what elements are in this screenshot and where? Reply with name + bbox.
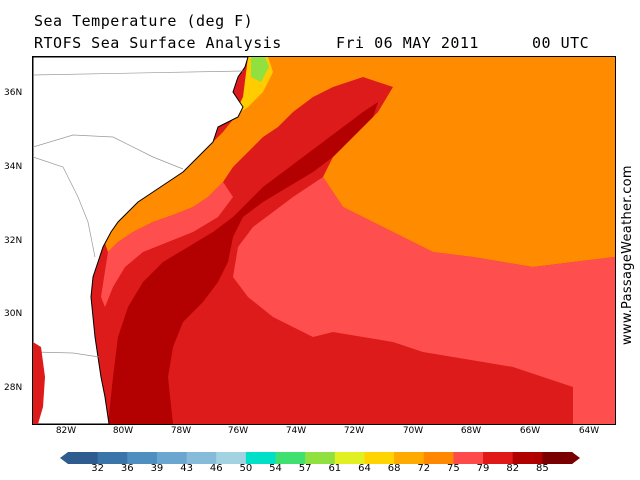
lon-label-74w: 74W <box>285 426 307 436</box>
color-bar-right-arrow <box>572 452 580 464</box>
color-bar-label: 50 <box>239 463 253 474</box>
lat-label-36n: 36N <box>4 88 23 98</box>
color-bar-swatch <box>97 452 128 464</box>
color-bar-swatch <box>394 452 425 464</box>
color-bar-swatch <box>216 452 247 464</box>
color-bar-swatch <box>127 452 158 464</box>
valid-time: 00 UTC <box>532 34 590 52</box>
color-bar-label: 39 <box>150 463 164 474</box>
sst-82-gulfstream <box>108 102 378 424</box>
sst-map-canvas <box>33 57 615 424</box>
color-bar-swatch <box>364 452 395 464</box>
color-bar-swatch <box>275 452 306 464</box>
color-bar-label: 57 <box>298 463 312 474</box>
color-bar-swatch <box>245 452 277 464</box>
sst-map <box>32 56 616 425</box>
lon-label-64w: 64W <box>578 426 600 436</box>
color-bar-label: 72 <box>417 463 431 474</box>
color-bar-label: 85 <box>535 463 549 474</box>
lon-label-72w: 72W <box>343 426 365 436</box>
color-bar-swatch <box>483 452 514 464</box>
lat-label-32n: 32N <box>4 236 23 246</box>
lat-label-28n: 28N <box>4 383 23 393</box>
lon-label-82w: 82W <box>55 426 77 436</box>
color-bar-label: 54 <box>269 463 282 474</box>
color-bar-label: 61 <box>328 463 342 474</box>
sst-75-region-east <box>233 177 615 424</box>
color-bar-label: 43 <box>180 463 193 474</box>
lon-label-70w: 70W <box>402 426 424 436</box>
lon-label-66w: 66W <box>519 426 541 436</box>
color-bar-label: 75 <box>447 463 460 474</box>
lon-label-68w: 68W <box>460 426 482 436</box>
color-bar <box>60 452 580 464</box>
lat-label-34n: 34N <box>4 162 23 172</box>
chart-subtitle: RTOFS Sea Surface Analysis <box>34 34 282 52</box>
color-bar-swatch <box>305 452 336 464</box>
lon-label-76w: 76W <box>227 426 249 436</box>
color-bar-swatch <box>542 452 573 464</box>
color-bar-label: 79 <box>476 463 490 474</box>
color-bar-swatch <box>512 452 543 464</box>
color-bar-swatch <box>334 452 365 464</box>
color-bar-label: 36 <box>120 463 134 474</box>
color-bar-label: 82 <box>506 463 520 474</box>
sst-75-region-west <box>101 182 233 307</box>
color-bar-swatch <box>423 452 454 464</box>
florida-coast-water <box>33 342 45 424</box>
color-bar-swatch <box>156 452 188 464</box>
lon-label-80w: 80W <box>112 426 134 436</box>
sst-61-coastal <box>251 57 269 82</box>
lon-label-78w: 78W <box>170 426 192 436</box>
state-borders <box>33 70 244 358</box>
color-bar-swatch <box>186 452 217 464</box>
color-bar-label: 32 <box>91 463 105 474</box>
color-bar-swatch <box>453 452 484 464</box>
color-bar-swatch <box>68 452 99 464</box>
valid-date: Fri 06 MAY 2011 <box>336 34 479 52</box>
lat-label-30n: 30N <box>4 309 23 319</box>
color-bar-label: 64 <box>358 463 371 474</box>
sst-72-region <box>103 57 615 267</box>
color-bar-left-arrow <box>60 452 68 464</box>
chart-title: Sea Temperature (deg F) <box>34 12 254 30</box>
color-bar-label: 46 <box>209 463 223 474</box>
credit-text: www.PassageWeather.com <box>620 165 635 345</box>
color-bar-label: 68 <box>387 463 401 474</box>
